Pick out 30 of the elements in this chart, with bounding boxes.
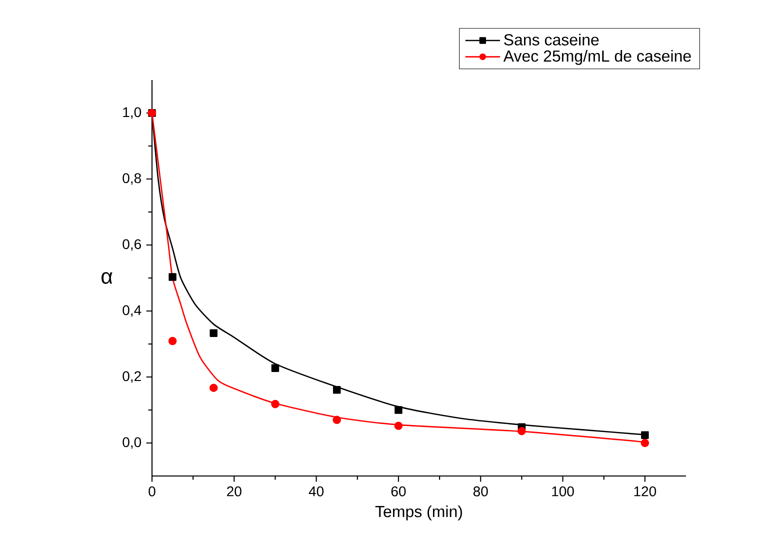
point (271, 364, 280, 372)
point (271, 400, 280, 408)
x-tick-label: 120 (634, 486, 656, 496)
x-axis-title: Temps (min) (375, 505, 462, 520)
x-tick-label: 20 (227, 486, 242, 496)
point (394, 406, 402, 414)
point (332, 416, 341, 424)
x-tick-label: 40 (308, 486, 324, 496)
x-tick-label: 0 (148, 486, 156, 496)
y-tick-label: 0,8 (122, 173, 141, 185)
point (640, 438, 650, 448)
point (332, 386, 341, 394)
legend-label: Avec 25mg/mL de caseine (503, 50, 691, 65)
y-tick-label: 0,0 (122, 437, 142, 449)
x-tick-label: 100 (552, 486, 574, 496)
y-tick-label: 1,0 (123, 107, 142, 119)
y-axis-title: α (102, 272, 112, 284)
point (168, 273, 176, 281)
legend-label: Sans caseine (504, 34, 599, 46)
y-tick-label: 0,4 (122, 305, 142, 317)
y-tick-label: 0,6 (122, 239, 141, 251)
point (518, 426, 526, 436)
y-tick-label: 0,2 (122, 371, 141, 383)
x-tick-label: 80 (473, 486, 488, 496)
point (210, 329, 218, 337)
point (641, 431, 649, 439)
point (168, 336, 177, 346)
point (394, 422, 403, 430)
x-tick-label: 60 (391, 486, 406, 496)
point (209, 384, 218, 392)
